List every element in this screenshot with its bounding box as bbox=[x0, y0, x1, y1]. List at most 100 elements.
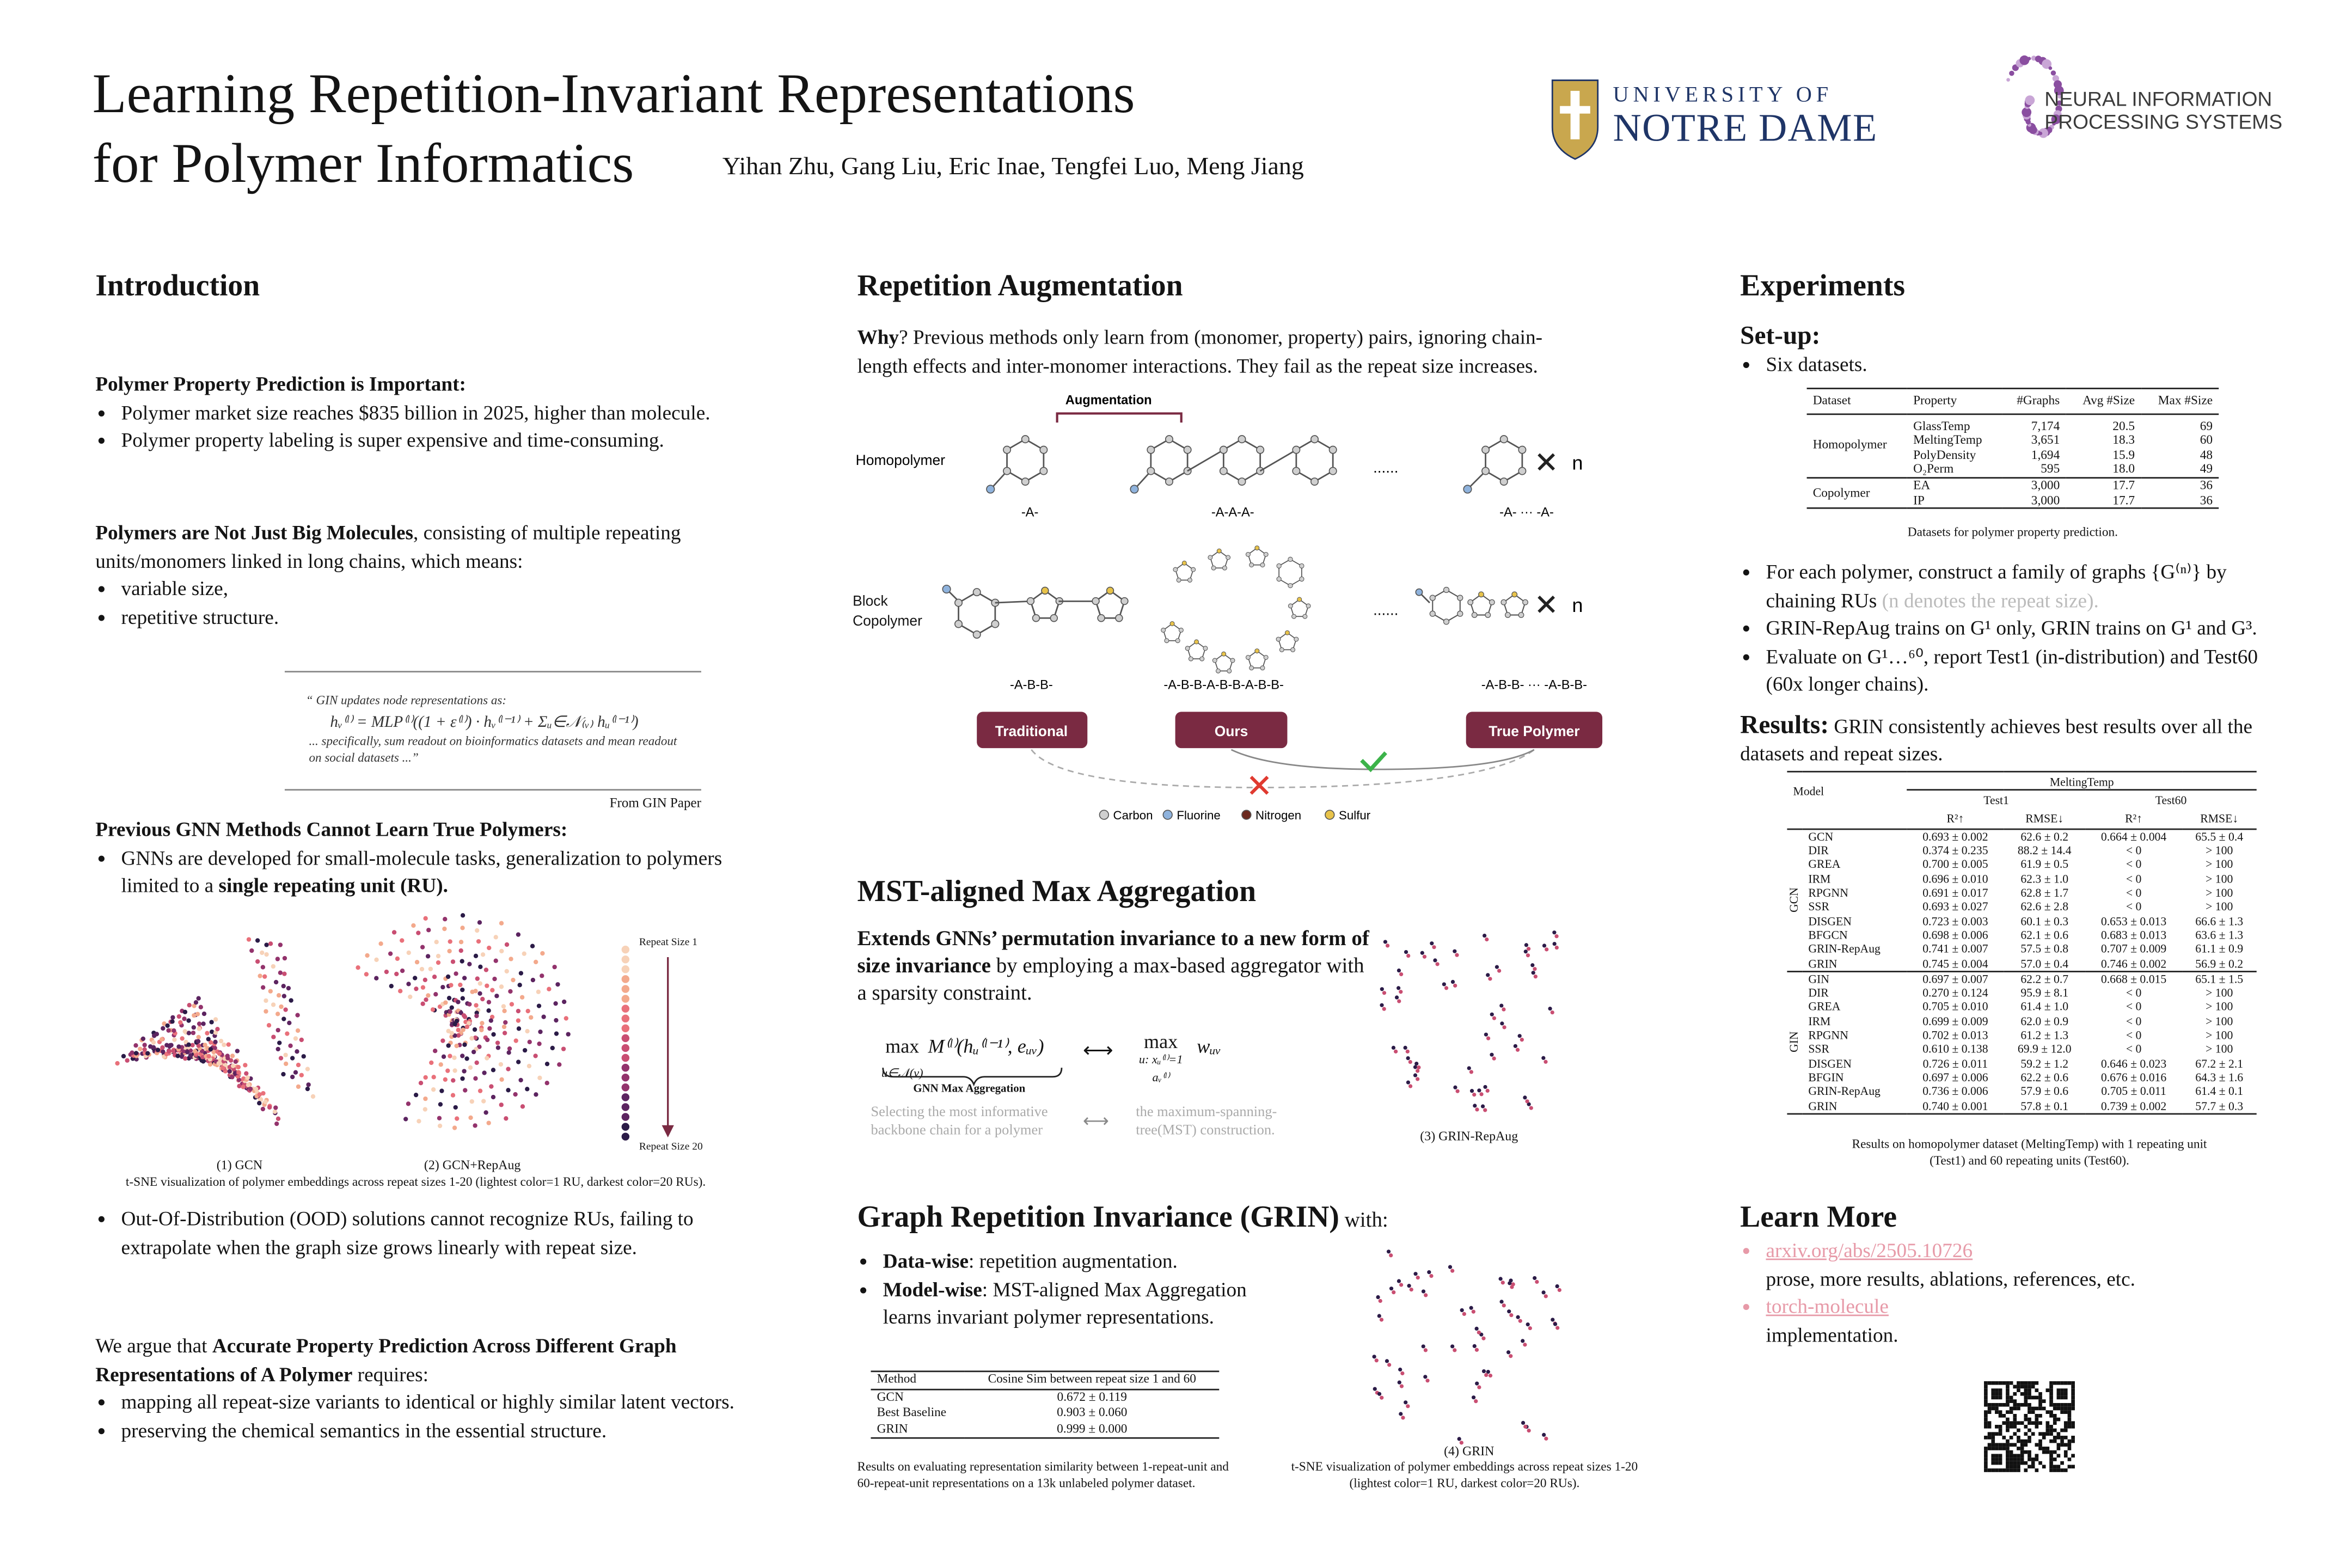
chain-label: -A-B-B- bbox=[1010, 678, 1053, 693]
embedding-point bbox=[236, 1070, 241, 1076]
embedding-point bbox=[455, 1009, 461, 1014]
embedding-point bbox=[1376, 1295, 1380, 1300]
embedding-point bbox=[378, 941, 383, 946]
panel-label: (3) GRIN-RepAug bbox=[1420, 1128, 1518, 1144]
embedding-point bbox=[1555, 1326, 1560, 1330]
qr-module bbox=[2024, 1443, 2028, 1447]
embedding-point bbox=[227, 1064, 232, 1070]
embedding-point bbox=[212, 1045, 217, 1051]
embedding-point bbox=[491, 1094, 496, 1100]
qr-module bbox=[2056, 1417, 2061, 1422]
bullet: Six datasets. bbox=[1766, 351, 1867, 379]
qr-module bbox=[2042, 1432, 2046, 1436]
embedding-point bbox=[513, 1092, 518, 1097]
link[interactable]: torch-molecule bbox=[1766, 1295, 1889, 1318]
embedding-point bbox=[552, 964, 557, 970]
qr-module bbox=[2056, 1465, 2061, 1469]
embedding-point bbox=[173, 1031, 177, 1036]
qr-module bbox=[2060, 1402, 2064, 1407]
qr-module bbox=[1998, 1392, 2002, 1396]
embedding-point bbox=[235, 1058, 240, 1063]
embedding-point bbox=[179, 1045, 184, 1050]
embedding-point bbox=[142, 1047, 147, 1052]
embedding-point bbox=[152, 1046, 157, 1052]
embedding-point bbox=[454, 1022, 459, 1027]
table-cell: GREA bbox=[1808, 857, 1841, 872]
embedding-point bbox=[450, 1019, 455, 1024]
table-row: O₂Perm 595 18.0 49 bbox=[1807, 462, 2219, 477]
embedding-point bbox=[486, 1054, 491, 1058]
embedding-point bbox=[130, 1050, 134, 1055]
embedding-point bbox=[449, 1031, 454, 1036]
embedding-point bbox=[223, 1069, 228, 1074]
qr-module bbox=[1991, 1392, 1995, 1396]
embedding-point bbox=[494, 994, 499, 999]
table-cell: 62.1 ± 0.6 bbox=[2020, 928, 2069, 942]
table-row: RPGNN 0.691 ± 0.017 62.8 ± 1.7 < 0 > 100 bbox=[1787, 886, 2256, 901]
text: by employing a max-based aggregator with… bbox=[857, 955, 1364, 1006]
bold-text: Accurate Property Prediction Across Diff… bbox=[95, 1334, 677, 1386]
logo-dot bbox=[2042, 59, 2052, 69]
text: : MST-aligned Max Aggregation learns inv… bbox=[883, 1277, 1247, 1329]
embedding-point bbox=[1509, 1278, 1513, 1283]
embedding-point bbox=[474, 1003, 479, 1008]
embedding-point bbox=[486, 1008, 491, 1013]
qr-module bbox=[2006, 1457, 2010, 1461]
qr-module bbox=[1995, 1447, 1999, 1450]
embedding-point bbox=[213, 1039, 218, 1044]
embedding-point bbox=[453, 1020, 458, 1025]
qr-module bbox=[2038, 1406, 2042, 1411]
embedding-point bbox=[268, 941, 273, 946]
embedding-point bbox=[1427, 1270, 1431, 1275]
embedding-point bbox=[180, 1036, 185, 1041]
embedding-point bbox=[426, 928, 431, 933]
embedding-point bbox=[155, 1050, 160, 1056]
embedding-point bbox=[171, 1049, 176, 1054]
qr-module bbox=[2013, 1399, 2017, 1403]
qr-module bbox=[2060, 1443, 2064, 1447]
embedding-point bbox=[210, 1045, 215, 1050]
embedding-point bbox=[168, 1043, 173, 1048]
embedding-point bbox=[240, 1081, 244, 1087]
embedding-point bbox=[1510, 1285, 1514, 1289]
embedding-point bbox=[1430, 941, 1434, 946]
qr-module bbox=[2071, 1439, 2075, 1443]
embedding-point bbox=[1413, 1073, 1418, 1077]
embedding-point bbox=[487, 1026, 492, 1031]
embedding-point bbox=[271, 1034, 276, 1039]
embedding-point bbox=[504, 942, 510, 947]
qr-module bbox=[2002, 1468, 2006, 1472]
embedding-point bbox=[1507, 1309, 1511, 1314]
embedding-point bbox=[1453, 1348, 1457, 1352]
table-cell: 0.653 ± 0.013 bbox=[2100, 914, 2167, 928]
embedding-point bbox=[1399, 1412, 1403, 1416]
embedding-point bbox=[454, 1043, 459, 1049]
table-cell: > 100 bbox=[2206, 1042, 2233, 1056]
embedding-point bbox=[454, 971, 458, 976]
embedding-point bbox=[191, 1052, 195, 1057]
embedding-point bbox=[191, 1030, 196, 1036]
qr-module bbox=[1987, 1381, 1992, 1385]
table-row: GCN GCN 0.693 ± 0.002 62.6 ± 0.2 0.664 ± 0.0… bbox=[1787, 829, 2256, 912]
link[interactable]: arxiv.org/abs/2505.10726 bbox=[1766, 1239, 1973, 1262]
qr-module bbox=[2042, 1450, 2046, 1454]
qr-module bbox=[2035, 1414, 2039, 1418]
embedding-point bbox=[527, 1039, 532, 1044]
embedding-point bbox=[211, 1054, 217, 1059]
qr-module bbox=[2013, 1432, 2017, 1436]
qr-module bbox=[2035, 1468, 2039, 1472]
embedding-point bbox=[283, 1052, 288, 1057]
embedding-point bbox=[1553, 1322, 1558, 1326]
embedding-point bbox=[151, 1030, 156, 1036]
qr-module bbox=[2024, 1432, 2028, 1436]
qr-module bbox=[2017, 1454, 2020, 1458]
qr-module bbox=[2056, 1388, 2061, 1392]
embedding-point bbox=[164, 1051, 169, 1057]
embedding-point bbox=[193, 1052, 199, 1057]
embedding-point bbox=[1401, 1416, 1405, 1420]
embedding-point bbox=[1394, 1049, 1398, 1054]
paragraph: Polymers are Not Just Big Molecules, con… bbox=[95, 519, 762, 575]
embedding-point bbox=[264, 942, 269, 947]
table-cell: > 100 bbox=[2206, 843, 2233, 857]
embedding-point bbox=[1375, 1391, 1380, 1395]
